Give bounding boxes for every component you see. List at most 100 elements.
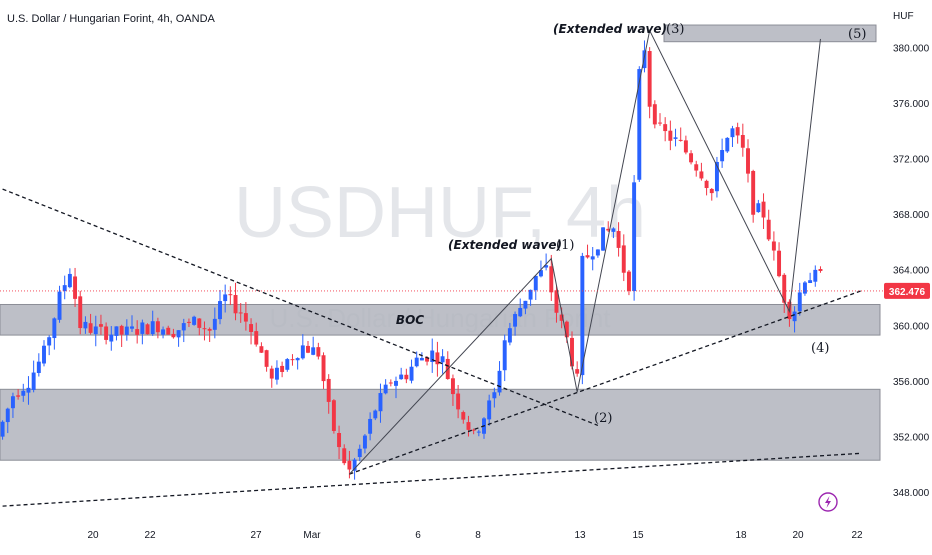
candle bbox=[311, 347, 316, 355]
candle bbox=[352, 459, 357, 471]
candle bbox=[616, 231, 621, 248]
candle bbox=[36, 361, 41, 373]
candle bbox=[487, 400, 492, 420]
candle bbox=[626, 271, 631, 292]
candle bbox=[135, 329, 140, 335]
candle bbox=[326, 378, 331, 402]
y-tick-label: 360.000 bbox=[893, 321, 930, 332]
candle bbox=[130, 326, 134, 329]
candle bbox=[42, 345, 46, 364]
candle bbox=[181, 323, 186, 331]
y-tick-label: 352.000 bbox=[893, 433, 930, 444]
candle bbox=[218, 301, 222, 320]
candle bbox=[409, 366, 414, 381]
candle bbox=[585, 255, 590, 258]
candle bbox=[31, 372, 36, 390]
candle bbox=[10, 396, 15, 409]
candle bbox=[306, 345, 310, 353]
wave-label: (3) bbox=[666, 22, 684, 37]
candle bbox=[497, 370, 502, 393]
candle bbox=[212, 318, 217, 330]
x-tick-label: 8 bbox=[475, 530, 481, 541]
wave-note: (Extended wave) bbox=[553, 22, 667, 36]
candle bbox=[285, 359, 290, 370]
candle bbox=[450, 378, 455, 395]
candle bbox=[595, 249, 600, 256]
candle bbox=[678, 139, 683, 141]
y-tick-label: 356.000 bbox=[893, 377, 930, 388]
candle bbox=[663, 124, 668, 132]
x-tick-label: Mar bbox=[303, 530, 321, 541]
candle bbox=[694, 164, 699, 171]
candle bbox=[145, 324, 150, 335]
candle bbox=[606, 228, 611, 231]
candle bbox=[93, 326, 98, 335]
candle bbox=[166, 327, 171, 335]
candle bbox=[647, 51, 652, 107]
watermark-symbol: USDHUF, 4h bbox=[234, 173, 646, 253]
candle bbox=[290, 359, 295, 361]
candle bbox=[233, 295, 238, 314]
candle bbox=[404, 374, 409, 380]
candle bbox=[544, 265, 549, 268]
chart-title: U.S. Dollar / Hungarian Forint, 4h, OAND… bbox=[7, 13, 216, 25]
candle bbox=[16, 395, 21, 397]
candle bbox=[683, 140, 688, 153]
wave-label: (4) bbox=[811, 341, 829, 356]
candle bbox=[802, 282, 807, 294]
candle bbox=[590, 256, 595, 260]
candle bbox=[658, 122, 662, 124]
candle bbox=[295, 358, 300, 361]
candle bbox=[249, 324, 254, 332]
candle bbox=[83, 321, 88, 329]
candle bbox=[47, 337, 52, 346]
candle bbox=[538, 270, 543, 277]
wave-label: (2) bbox=[594, 411, 612, 426]
candle bbox=[466, 422, 471, 430]
candle bbox=[699, 171, 704, 179]
y-tick-label: 372.000 bbox=[893, 155, 930, 166]
y-tick-label: 368.000 bbox=[893, 210, 930, 221]
candle bbox=[735, 127, 740, 136]
y-tick-label: 376.000 bbox=[893, 99, 930, 110]
candle bbox=[321, 355, 326, 382]
candle bbox=[746, 148, 750, 174]
x-tick-label: 18 bbox=[735, 530, 747, 541]
wave-note: (Extended wave) bbox=[448, 238, 562, 252]
candle bbox=[140, 322, 145, 334]
candle bbox=[21, 390, 26, 396]
candle bbox=[280, 365, 285, 372]
candle bbox=[238, 312, 243, 314]
candle bbox=[476, 431, 481, 433]
candle bbox=[0, 421, 5, 437]
trendline[interactable] bbox=[2, 188, 599, 427]
candle bbox=[373, 410, 378, 419]
candle bbox=[98, 324, 103, 327]
candle bbox=[559, 314, 564, 321]
y-tick-label: 348.000 bbox=[893, 488, 930, 499]
candle bbox=[150, 321, 155, 335]
candle bbox=[192, 316, 197, 325]
y-tick-label: 364.000 bbox=[893, 266, 930, 277]
candle bbox=[761, 201, 766, 218]
candle bbox=[813, 269, 818, 282]
candle bbox=[269, 368, 274, 379]
candle bbox=[119, 325, 124, 335]
candle bbox=[73, 276, 78, 299]
candle bbox=[243, 313, 248, 322]
elliott-wave-path[interactable] bbox=[349, 29, 821, 475]
candle bbox=[88, 323, 93, 333]
candle bbox=[368, 418, 373, 434]
candle bbox=[533, 275, 538, 291]
candle bbox=[5, 408, 10, 423]
candle bbox=[274, 367, 279, 380]
candle bbox=[518, 307, 523, 317]
trendline[interactable] bbox=[2, 452, 862, 507]
candle bbox=[186, 321, 191, 323]
candle bbox=[564, 321, 569, 338]
lightning-icon[interactable] bbox=[818, 492, 838, 512]
candle bbox=[740, 135, 745, 148]
candle bbox=[388, 382, 393, 384]
